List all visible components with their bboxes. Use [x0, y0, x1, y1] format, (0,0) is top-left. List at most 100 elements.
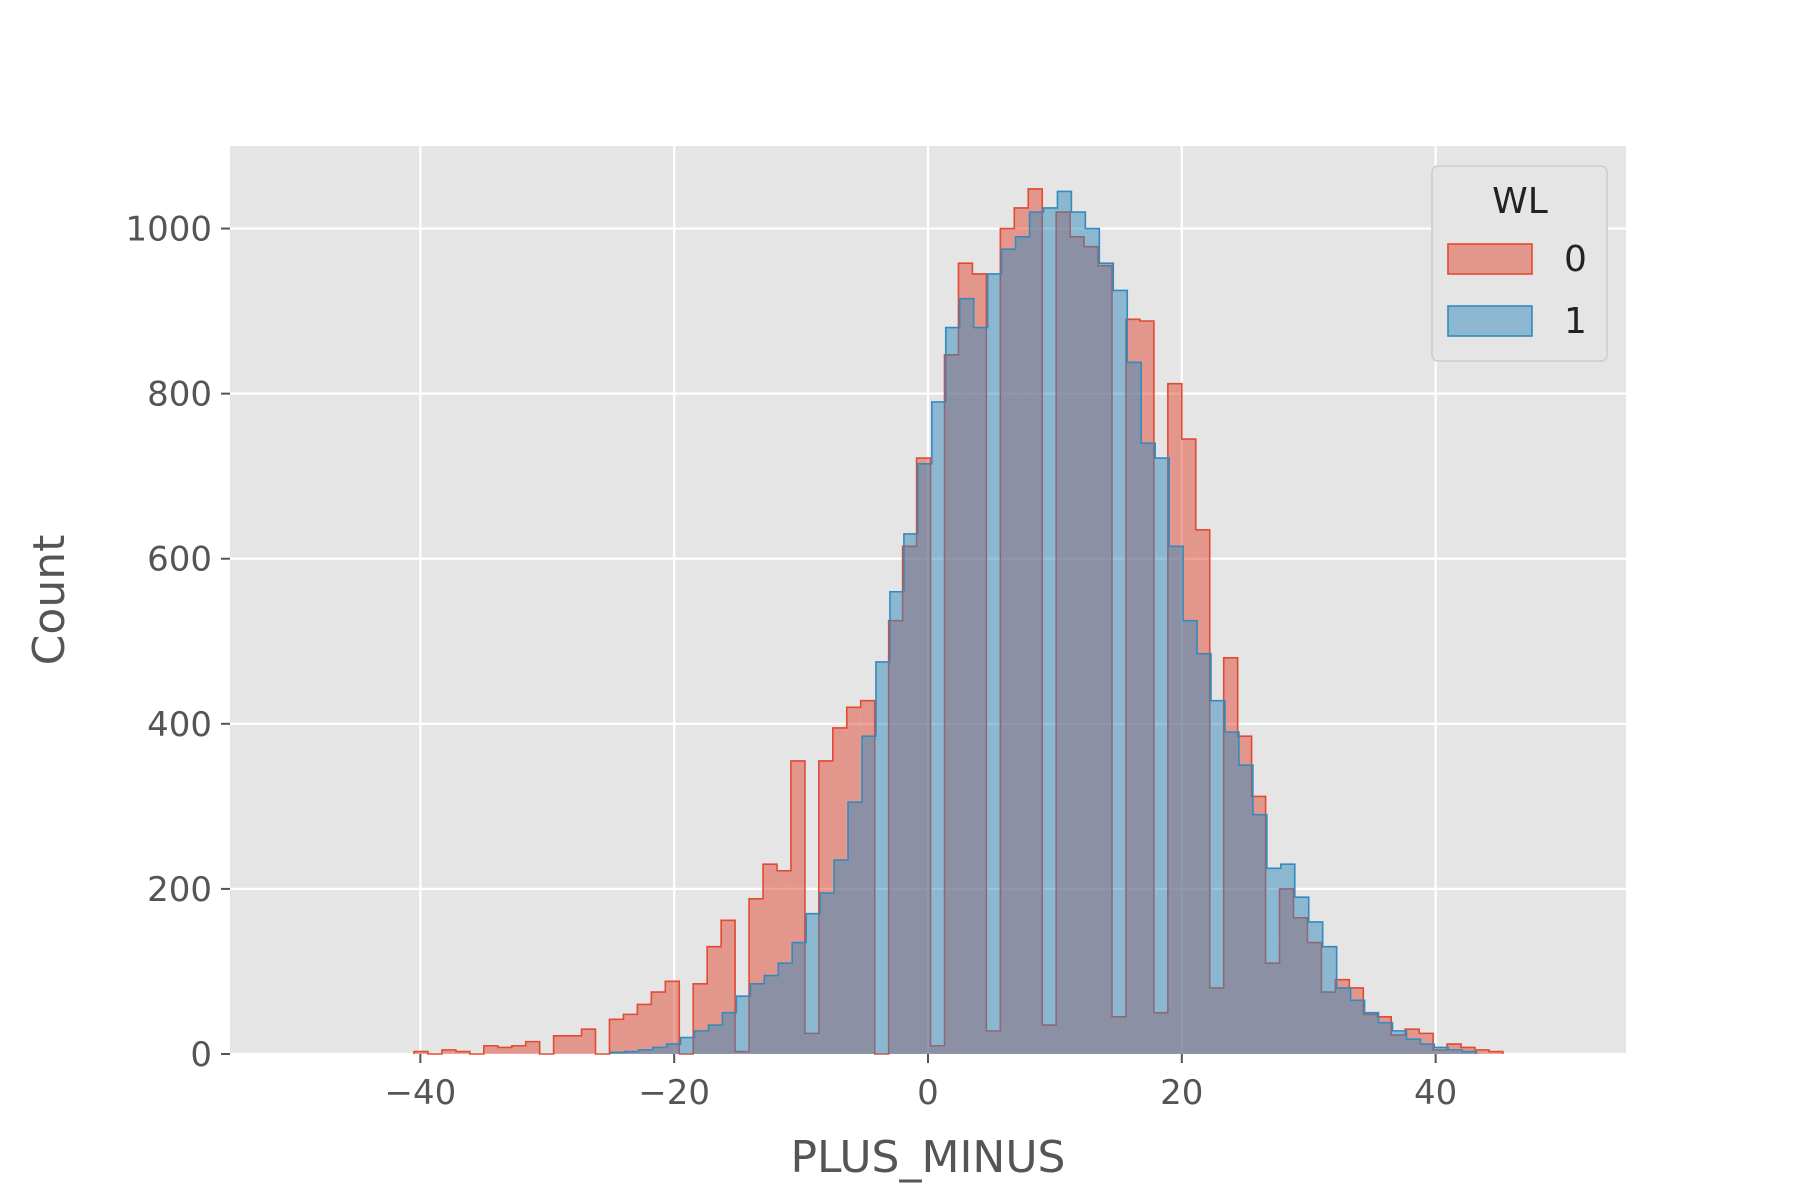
legend-label: 1: [1564, 301, 1587, 342]
bar: [1434, 1047, 1449, 1054]
y-tick-label: 600: [147, 540, 212, 580]
bar: [875, 661, 890, 1054]
y-axis-label: Count: [24, 535, 75, 666]
bar: [1085, 228, 1100, 1054]
x-tick-label: 40: [1414, 1073, 1457, 1113]
bar: [414, 1051, 428, 1054]
bar: [581, 1029, 596, 1054]
legend-title: WL: [1492, 181, 1548, 222]
bar: [987, 273, 1002, 1055]
bar: [1141, 443, 1156, 1054]
bar: [1043, 207, 1058, 1055]
bar: [1029, 212, 1044, 1054]
bar: [1224, 732, 1239, 1054]
legend-swatch: [1447, 305, 1533, 337]
bar: [1169, 546, 1184, 1054]
bar: [820, 893, 835, 1054]
bar: [1322, 946, 1337, 1054]
bar: [1071, 212, 1086, 1054]
bar: [889, 591, 904, 1054]
legend-label: 0: [1564, 239, 1587, 280]
bar: [764, 975, 779, 1054]
legend-entries: 01: [1447, 239, 1587, 342]
y-tick-label: 200: [147, 870, 212, 910]
bar: [1057, 191, 1072, 1054]
bar: [680, 1037, 695, 1054]
bar: [1308, 921, 1323, 1054]
bar: [665, 981, 680, 1054]
bar: [1406, 1039, 1421, 1054]
bar: [778, 963, 793, 1054]
bars: [413, 188, 1504, 1055]
bar: [736, 996, 751, 1054]
legend-swatch: [1447, 243, 1533, 275]
x-axis-label: PLUS_MINUS: [791, 1132, 1066, 1183]
bar: [1252, 814, 1267, 1054]
bar: [959, 298, 974, 1054]
bar: [722, 1012, 737, 1054]
bar: [1280, 864, 1295, 1054]
bar: [945, 327, 960, 1055]
bar: [567, 1035, 582, 1054]
bar: [1211, 700, 1225, 1054]
y-tick-label: 400: [147, 705, 212, 745]
bar: [862, 736, 876, 1054]
bar: [1461, 1047, 1475, 1054]
y-tick-label: 0: [190, 1035, 212, 1075]
bar: [1462, 1051, 1477, 1054]
legend: WL 01: [1431, 165, 1608, 362]
x-tick-label: −20: [638, 1073, 710, 1113]
bar: [623, 1014, 638, 1054]
bar: [1015, 236, 1030, 1055]
bar: [750, 983, 765, 1054]
bar: [609, 1019, 624, 1054]
x-tick-label: 20: [1160, 1073, 1203, 1113]
bar: [483, 1045, 498, 1054]
y-tick-label: 1000: [125, 210, 212, 250]
bar: [1336, 987, 1351, 1054]
bar: [708, 1025, 723, 1054]
bar: [917, 463, 932, 1054]
series-1: [609, 190, 1478, 1055]
bar: [511, 1045, 526, 1054]
bar: [497, 1047, 512, 1054]
bar: [1266, 868, 1281, 1054]
bar: [792, 942, 807, 1054]
bar: [1364, 1012, 1379, 1054]
bar: [806, 913, 821, 1054]
bar: [637, 1004, 652, 1054]
bar: [1294, 897, 1309, 1054]
bar: [1155, 458, 1170, 1054]
bar: [1474, 1049, 1489, 1054]
bar: [1113, 290, 1128, 1054]
bar: [931, 401, 946, 1055]
bar: [903, 533, 918, 1054]
bar: [1420, 1044, 1435, 1054]
bar: [1447, 1044, 1462, 1054]
x-tick-label: 0: [917, 1073, 939, 1113]
bar: [455, 1051, 470, 1054]
bar: [553, 1035, 568, 1054]
bar: [1183, 620, 1198, 1054]
bar: [441, 1049, 456, 1054]
bar: [1350, 1000, 1365, 1054]
bar: [666, 1044, 681, 1054]
y-tick-label: 800: [147, 375, 212, 415]
bar: [834, 860, 849, 1054]
bar: [1392, 1030, 1407, 1054]
bar: [694, 1030, 709, 1054]
bar: [1099, 263, 1114, 1054]
bar: [848, 802, 863, 1054]
bar: [610, 1052, 625, 1054]
bar: [1127, 362, 1142, 1054]
bar: [1197, 653, 1212, 1054]
bar: [652, 1047, 667, 1054]
bar: [525, 1041, 540, 1054]
bar: [651, 992, 666, 1054]
bar: [624, 1051, 639, 1054]
x-tick-label: −40: [384, 1073, 456, 1113]
bar: [1448, 1049, 1463, 1054]
